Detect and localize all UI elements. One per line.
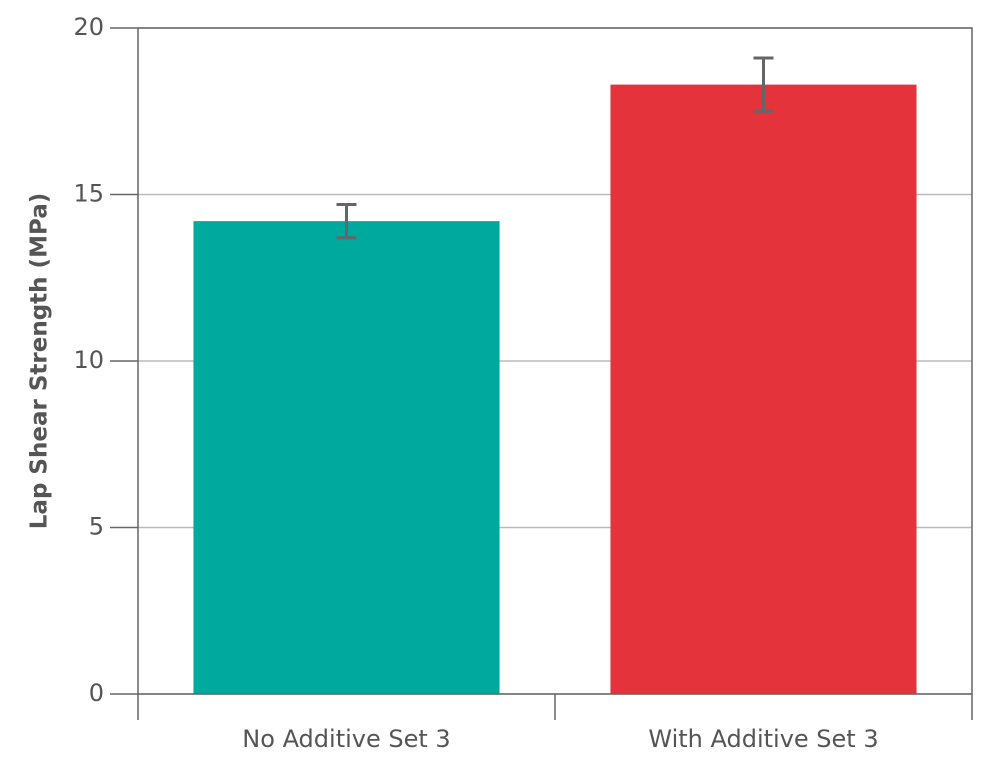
bar (193, 221, 500, 694)
bar (610, 84, 917, 695)
y-tick-label: 20 (73, 13, 104, 41)
y-axis-label: Lap Shear Strength (MPa) (27, 193, 53, 529)
error-bar (336, 202, 357, 240)
y-tick-label: 5 (89, 513, 104, 541)
x-tick-label: With Additive Set 3 (648, 725, 878, 753)
y-tick-label: 15 (73, 180, 104, 208)
y-tick-label: 10 (73, 346, 104, 374)
error-bar (753, 56, 774, 113)
x-tick-label: No Additive Set 3 (242, 725, 450, 753)
y-tick-label: 0 (89, 679, 104, 707)
